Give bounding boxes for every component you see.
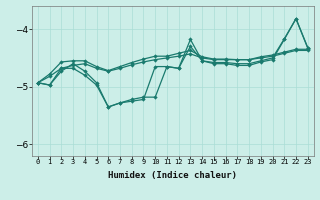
X-axis label: Humidex (Indice chaleur): Humidex (Indice chaleur) <box>108 171 237 180</box>
